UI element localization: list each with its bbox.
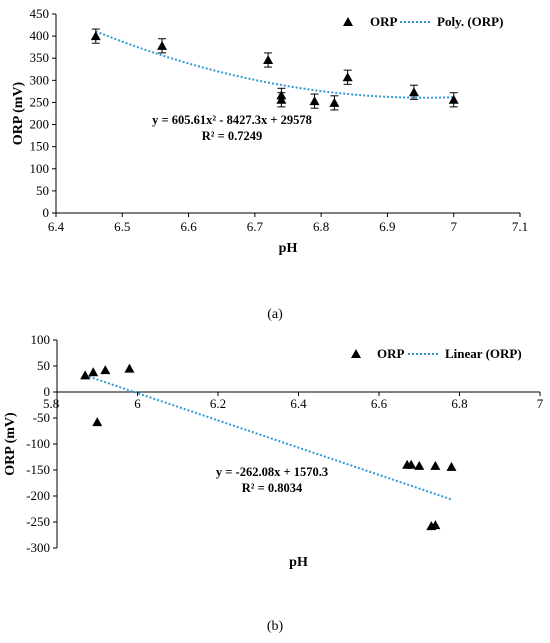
- y-tick-label: -50: [33, 410, 50, 425]
- x-tick-label: 6.4: [290, 396, 307, 411]
- y-tick-label: 50: [36, 183, 49, 198]
- legend: ORP Linear (ORP): [351, 346, 522, 361]
- x-tick-label: 6.8: [451, 396, 467, 411]
- trendline-equation: y = -262.08x + 1570.3: [216, 465, 328, 479]
- y-tick-label: 300: [30, 72, 50, 87]
- data-point-triangle: [408, 87, 419, 97]
- x-axis-title: pH: [279, 241, 298, 256]
- trendline-linear: [84, 374, 452, 501]
- x-tick-label: 6.8: [313, 219, 329, 234]
- data-point-triangle: [88, 367, 99, 377]
- y-tick-label: 50: [37, 358, 50, 373]
- x-tick-label: 6: [134, 396, 141, 411]
- trendline-equation: y = 605.61x² - 8427.3x + 29578: [152, 113, 312, 127]
- data-point-triangle: [90, 31, 101, 41]
- y-axis-title: ORP (mV): [11, 81, 26, 145]
- data-point-triangle: [414, 460, 425, 470]
- data-point-triangle: [309, 96, 320, 106]
- data-point-triangle: [406, 459, 417, 469]
- x-tick-label: 7: [537, 396, 544, 411]
- x-tick-label: 6.2: [210, 396, 226, 411]
- x-tick-label: 6.6: [180, 219, 197, 234]
- y-tick-label: 200: [30, 117, 50, 132]
- data-point-triangle: [263, 54, 274, 64]
- panel-label: (a): [267, 307, 283, 322]
- legend: ORP Poly. (ORP): [343, 14, 503, 29]
- data-point-triangle: [430, 520, 441, 530]
- y-tick-label: -150: [26, 462, 50, 477]
- y-tick-label: 100: [31, 332, 51, 347]
- y-tick-label: 100: [30, 161, 50, 176]
- trendline-r-squared: R² = 0.8034: [242, 481, 303, 495]
- y-tick-label: 0: [43, 205, 50, 220]
- y-tick-label: -250: [26, 514, 50, 529]
- y-axis-title: ORP (mV): [3, 412, 18, 476]
- x-tick-label: 6.6: [371, 396, 388, 411]
- legend-label-series: ORP: [377, 346, 405, 361]
- x-tick-label: 6.9: [379, 219, 395, 234]
- legend-label-series: ORP: [370, 14, 398, 29]
- x-axis-title: pH: [289, 555, 308, 570]
- data-point-triangle: [124, 363, 135, 373]
- x-tick-label: 7: [450, 219, 457, 234]
- x-tick-label: 5.8: [43, 396, 59, 411]
- y-tick-label: -100: [26, 436, 50, 451]
- y-tick-label: 150: [30, 139, 50, 154]
- data-point-triangle: [92, 417, 103, 427]
- y-tick-label: 0: [44, 384, 51, 399]
- data-point-triangle: [276, 94, 287, 104]
- y-tick-label: 450: [30, 6, 50, 21]
- legend-marker-triangle: [351, 349, 361, 358]
- y-tick-label: -300: [26, 540, 50, 555]
- y-tick-label: 400: [30, 28, 50, 43]
- data-point-triangle: [446, 461, 457, 471]
- y-tick-label: 350: [30, 50, 50, 65]
- trendline-poly2: [95, 30, 454, 99]
- x-tick-label: 6.5: [114, 219, 130, 234]
- trendline-r-squared: R² = 0.7249: [202, 129, 263, 143]
- chart-panel-b: 100 50 0 -50 -100 -150 -200 -250 -300 5.8 6 6.2 6.4 6…: [3, 332, 544, 634]
- legend-marker-triangle: [343, 17, 353, 26]
- chart-panel-a: 0 50 100 150 200 250 300 350 400 450 6.4 6.5 6.6 6.7 6…: [11, 6, 528, 322]
- y-tick-label: 250: [30, 94, 50, 109]
- data-point-triangle: [329, 97, 340, 107]
- x-tick-label: 6.4: [48, 219, 65, 234]
- x-tick-label: 6.7: [247, 219, 264, 234]
- panel-label: (b): [267, 619, 284, 634]
- data-point-triangle: [80, 370, 91, 380]
- data-point-triangle: [100, 365, 111, 375]
- y-tick-label: -200: [26, 488, 50, 503]
- data-point-triangle: [342, 72, 353, 82]
- data-point-triangle: [430, 460, 441, 470]
- data-point-triangle: [448, 94, 459, 104]
- data-point-triangle: [157, 40, 168, 50]
- legend-label-trendline: Poly. (ORP): [437, 14, 503, 29]
- x-tick-label: 7.1: [512, 219, 528, 234]
- legend-label-trendline: Linear (ORP): [445, 346, 522, 361]
